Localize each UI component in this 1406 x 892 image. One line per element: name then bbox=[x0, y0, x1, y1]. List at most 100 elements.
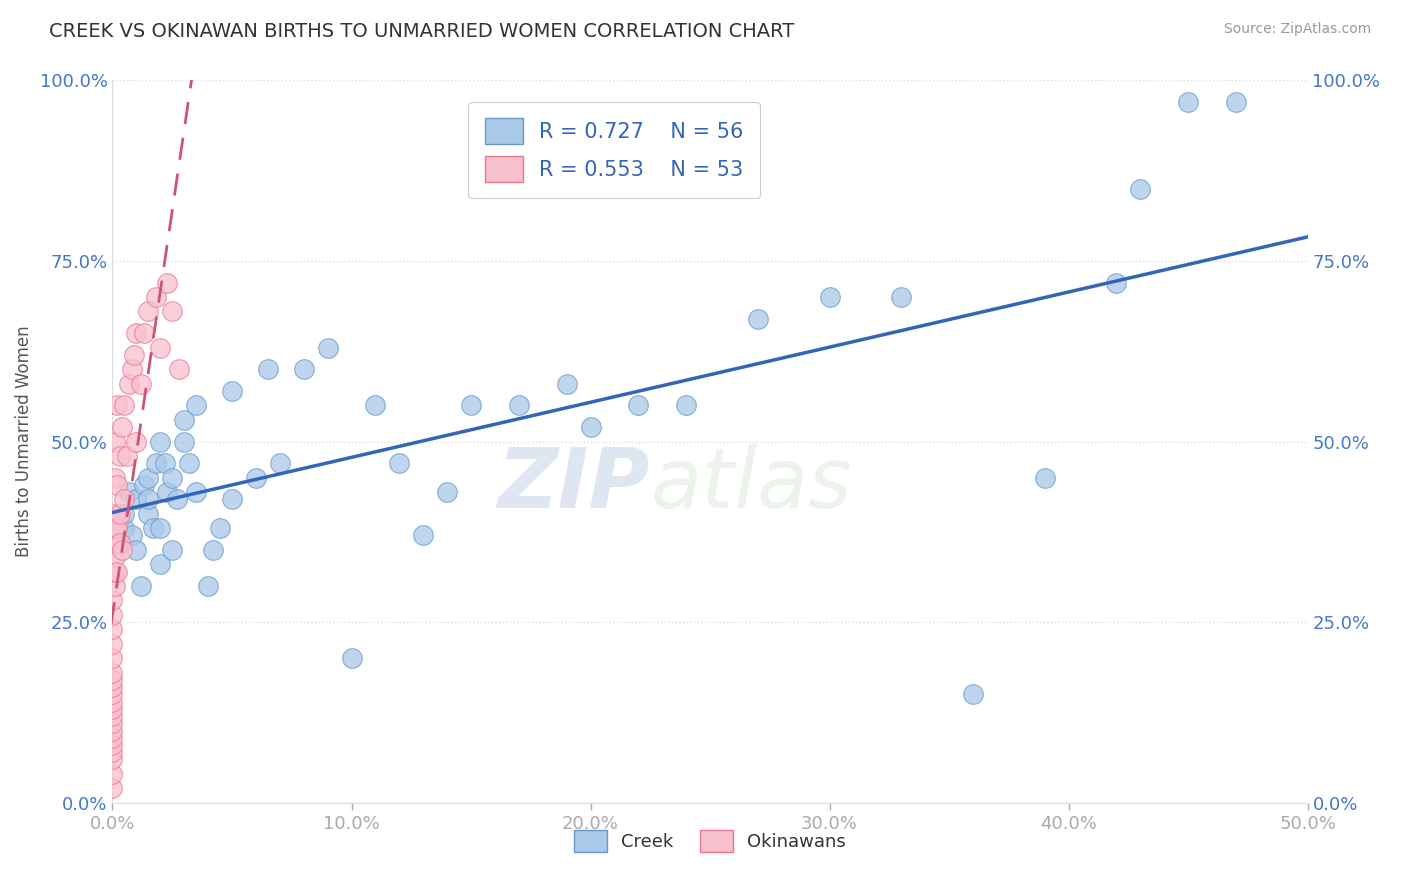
Point bbox=[104, 550, 127, 565]
Point bbox=[166, 492, 188, 507]
Text: ZIP: ZIP bbox=[498, 444, 651, 525]
Point bbox=[104, 470, 127, 484]
Point bbox=[101, 593, 124, 607]
Point bbox=[186, 398, 208, 412]
Point bbox=[101, 695, 124, 709]
Point bbox=[105, 398, 128, 412]
Point bbox=[209, 521, 232, 535]
Y-axis label: Births to Unmarried Women: Births to Unmarried Women bbox=[14, 326, 32, 558]
Point bbox=[1225, 95, 1247, 109]
Point bbox=[145, 456, 167, 470]
Point bbox=[118, 485, 141, 500]
Point bbox=[460, 398, 482, 412]
Point bbox=[316, 341, 339, 355]
Point bbox=[177, 456, 200, 470]
Point bbox=[105, 478, 128, 492]
Point bbox=[122, 348, 145, 362]
Point bbox=[138, 304, 160, 318]
Point bbox=[221, 384, 243, 398]
Point bbox=[747, 311, 769, 326]
Point bbox=[162, 304, 183, 318]
Point bbox=[121, 362, 143, 376]
Point bbox=[555, 376, 578, 391]
Point bbox=[111, 420, 134, 434]
Point bbox=[101, 687, 124, 701]
Point bbox=[162, 542, 183, 557]
Point bbox=[105, 521, 128, 535]
Point bbox=[269, 456, 291, 470]
Point bbox=[104, 535, 127, 549]
Point bbox=[292, 362, 315, 376]
Point bbox=[101, 673, 124, 687]
Point bbox=[412, 528, 434, 542]
Point bbox=[890, 290, 912, 304]
Point bbox=[508, 398, 530, 412]
Legend: Creek, Okinawans: Creek, Okinawans bbox=[567, 822, 853, 859]
Point bbox=[962, 687, 984, 701]
Point bbox=[138, 492, 160, 507]
Point bbox=[121, 528, 143, 542]
Point bbox=[101, 709, 124, 723]
Point bbox=[142, 521, 165, 535]
Text: CREEK VS OKINAWAN BIRTHS TO UNMARRIED WOMEN CORRELATION CHART: CREEK VS OKINAWAN BIRTHS TO UNMARRIED WO… bbox=[49, 22, 794, 41]
Point bbox=[138, 507, 160, 521]
Point bbox=[101, 665, 124, 680]
Point bbox=[1105, 276, 1128, 290]
Point bbox=[132, 478, 155, 492]
Point bbox=[101, 623, 124, 637]
Point bbox=[111, 542, 134, 557]
Point bbox=[101, 745, 124, 759]
Point bbox=[101, 723, 124, 738]
Point bbox=[153, 456, 176, 470]
Point bbox=[108, 449, 131, 463]
Point bbox=[257, 362, 280, 376]
Point bbox=[101, 716, 124, 731]
Point bbox=[149, 341, 172, 355]
Point bbox=[101, 607, 124, 622]
Point bbox=[173, 413, 195, 427]
Point bbox=[1033, 470, 1056, 484]
Point bbox=[162, 470, 183, 484]
Point bbox=[129, 579, 152, 593]
Point bbox=[101, 781, 124, 796]
Point bbox=[149, 558, 172, 572]
Point bbox=[104, 434, 127, 449]
Point bbox=[579, 420, 602, 434]
Point bbox=[173, 434, 195, 449]
Point bbox=[436, 485, 458, 500]
Point bbox=[125, 492, 148, 507]
Point bbox=[125, 434, 148, 449]
Point bbox=[105, 565, 128, 579]
Point bbox=[108, 507, 131, 521]
Point bbox=[186, 485, 208, 500]
Point bbox=[340, 651, 363, 665]
Point bbox=[118, 376, 141, 391]
Point bbox=[101, 731, 124, 745]
Point bbox=[114, 398, 135, 412]
Point bbox=[101, 680, 124, 694]
Point bbox=[108, 535, 131, 549]
Point bbox=[104, 521, 127, 535]
Point bbox=[156, 485, 179, 500]
Point bbox=[145, 290, 167, 304]
Point bbox=[818, 290, 841, 304]
Point bbox=[114, 492, 135, 507]
Point bbox=[101, 752, 124, 766]
Point bbox=[364, 398, 387, 412]
Point bbox=[245, 470, 267, 484]
Point bbox=[1129, 182, 1152, 196]
Point bbox=[675, 398, 697, 412]
Point bbox=[104, 579, 127, 593]
Point bbox=[104, 565, 127, 579]
Point bbox=[101, 702, 124, 716]
Point bbox=[115, 449, 138, 463]
Point bbox=[104, 507, 127, 521]
Point bbox=[138, 470, 160, 484]
Point bbox=[101, 651, 124, 665]
Point bbox=[388, 456, 411, 470]
Point bbox=[129, 376, 152, 391]
Point bbox=[101, 767, 124, 781]
Point bbox=[156, 276, 179, 290]
Point bbox=[201, 542, 224, 557]
Point bbox=[114, 507, 135, 521]
